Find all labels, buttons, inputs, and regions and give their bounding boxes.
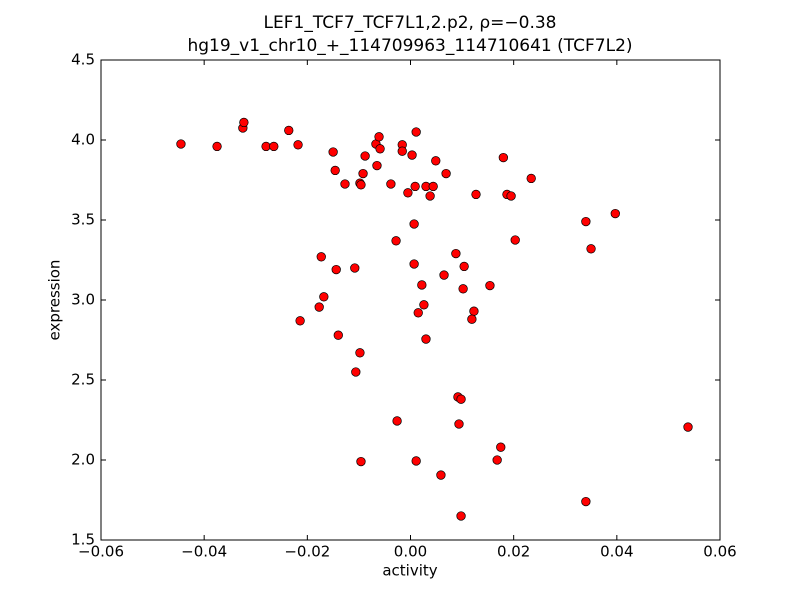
point (485, 280, 495, 291)
point (683, 422, 693, 432)
point (417, 280, 427, 290)
point (496, 442, 506, 452)
y-axis-label: expression (46, 260, 64, 341)
point (428, 181, 438, 192)
point (411, 127, 421, 137)
point (526, 173, 536, 184)
point (586, 244, 596, 254)
y-tick-label: 2.0 (71, 451, 95, 469)
point (459, 261, 469, 272)
y-tick-label: 2.5 (71, 371, 95, 389)
point (506, 191, 516, 201)
point (212, 141, 222, 152)
point (328, 147, 338, 157)
x-tick-label: 0.00 (394, 543, 427, 561)
y-tick-label: 1.5 (71, 531, 95, 549)
x-tick-label: 0.04 (600, 543, 633, 561)
point (492, 455, 502, 465)
x-tick-label: −0.06 (78, 543, 124, 561)
y-tick-label: 4.0 (71, 131, 95, 149)
point (372, 160, 382, 171)
chart-title: LEF1_TCF7_TCF7L1,2.p2, ρ=−0.38 (264, 13, 557, 33)
point (333, 330, 343, 340)
point (331, 264, 341, 275)
point (454, 419, 464, 429)
point (284, 125, 294, 136)
point (439, 270, 449, 280)
point (356, 456, 366, 467)
point (436, 470, 446, 480)
point (467, 314, 477, 324)
point (391, 236, 401, 246)
point (392, 416, 402, 426)
y-tick-label: 3.0 (71, 291, 95, 309)
y-tick-label: 3.5 (71, 211, 95, 229)
point (510, 235, 520, 245)
point (581, 496, 591, 507)
x-tick-label: −0.04 (181, 543, 227, 561)
point (358, 168, 368, 179)
point (407, 150, 417, 160)
point (375, 144, 385, 154)
point (421, 334, 431, 344)
point (409, 259, 419, 269)
point (319, 292, 329, 302)
point (356, 180, 366, 190)
point (314, 302, 324, 312)
chart-subtitle: hg19_v1_chr10_+_114709963_114710641 (TCF… (187, 36, 632, 56)
point (295, 316, 305, 326)
point (293, 140, 303, 150)
point (471, 189, 481, 200)
point (410, 181, 420, 192)
point (411, 456, 421, 466)
point (451, 248, 461, 259)
point (441, 168, 451, 179)
point (498, 152, 509, 163)
x-tick-label: 0.02 (497, 543, 530, 561)
y-tick-label: 4.5 (71, 51, 95, 69)
point (431, 156, 441, 166)
point (581, 216, 591, 227)
point (386, 179, 396, 189)
point (456, 511, 466, 521)
point (413, 308, 423, 318)
point (261, 141, 271, 152)
point (269, 141, 279, 152)
point (355, 348, 365, 358)
point (458, 284, 468, 294)
point (409, 219, 419, 229)
point (425, 191, 435, 201)
point (239, 117, 249, 128)
point (316, 252, 326, 262)
point (469, 306, 479, 316)
point (360, 151, 370, 161)
point (350, 263, 360, 273)
point (176, 139, 186, 149)
point (351, 367, 361, 377)
point (397, 146, 407, 156)
point (456, 394, 466, 404)
point (419, 300, 429, 310)
point (330, 165, 340, 176)
point (374, 132, 384, 142)
x-tick-label: 0.06 (703, 543, 736, 561)
point (610, 208, 620, 219)
point (340, 179, 350, 189)
x-axis-label: activity (382, 562, 437, 580)
point (403, 188, 413, 198)
x-tick-label: −0.02 (284, 543, 330, 561)
